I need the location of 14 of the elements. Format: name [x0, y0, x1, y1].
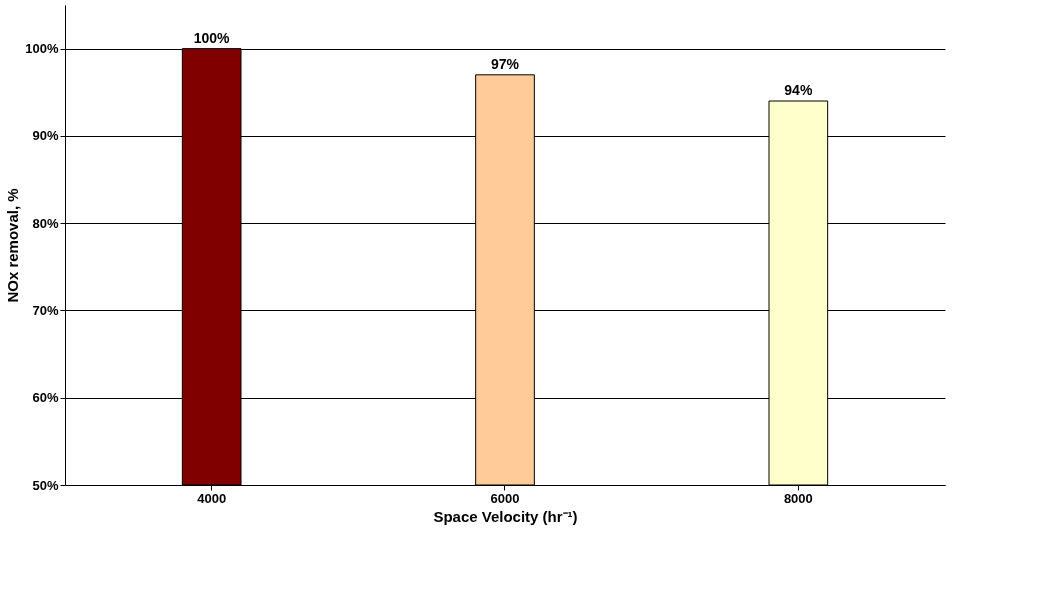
data-label: 94%: [784, 82, 813, 98]
x-tick-label: 4000: [197, 490, 227, 506]
y-tick-label: 100%: [25, 41, 59, 57]
x-tick-label: 6000: [490, 490, 520, 506]
y-tick-label: 90%: [32, 128, 59, 144]
y-tick-label: 80%: [32, 215, 59, 231]
y-tick-label: 60%: [32, 390, 59, 406]
y-tick-label: 70%: [32, 302, 59, 318]
x-tick-label: 8000: [783, 490, 813, 506]
y-axis-title: NOx removal, %: [4, 188, 22, 303]
x-axis-title: Space Velocity (hr⁻¹): [433, 507, 578, 525]
data-label: 100%: [193, 29, 231, 46]
y-tick-label: 50%: [32, 477, 59, 493]
data-label: 97%: [490, 55, 520, 72]
